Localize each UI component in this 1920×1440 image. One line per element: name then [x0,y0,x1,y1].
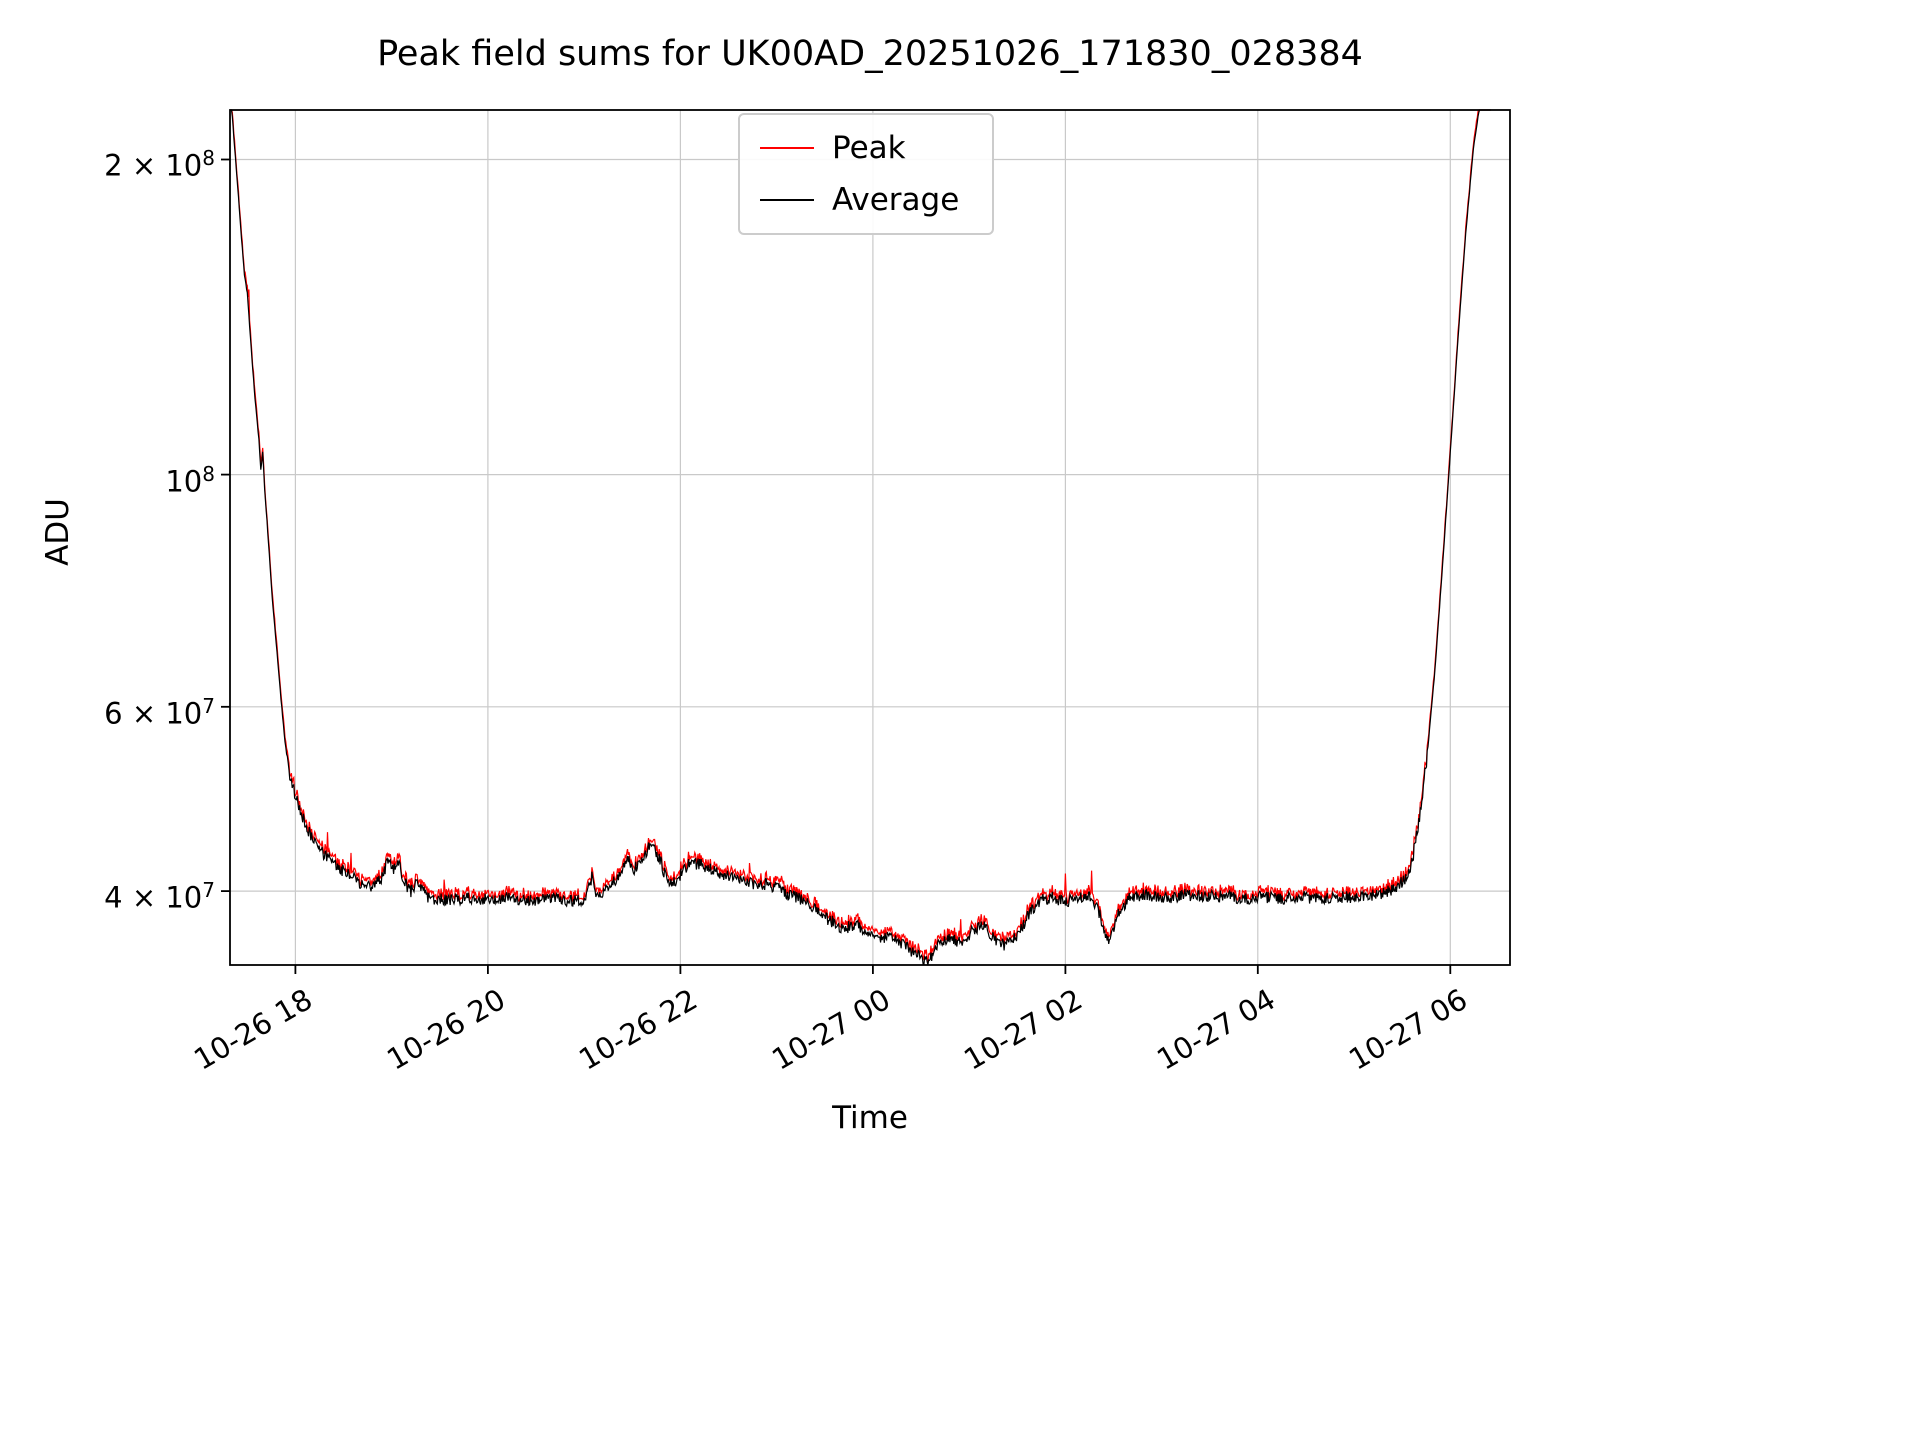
y-tick-label: 108 [165,461,215,499]
y-axis-label: ADU [40,498,76,566]
y-tick-label: 6 × 107 [104,693,215,731]
y-tick-label: 4 × 107 [104,878,215,915]
average-line-icon [760,199,814,201]
plot-border [229,109,1511,966]
x-axis-label: Time [832,1100,908,1136]
peak-line [230,109,1491,963]
legend-entry-peak: Peak [760,127,972,169]
average-line [230,109,1491,966]
peak-line-icon [760,147,814,149]
y-tick-label: 2 × 108 [104,146,215,184]
legend-label-peak: Peak [832,130,906,166]
legend: Peak Average [738,113,994,235]
legend-entry-average: Average [760,179,972,221]
legend-label-average: Average [832,182,960,218]
chart-title: Peak field sums for UK00AD_20251026_1718… [377,34,1363,74]
